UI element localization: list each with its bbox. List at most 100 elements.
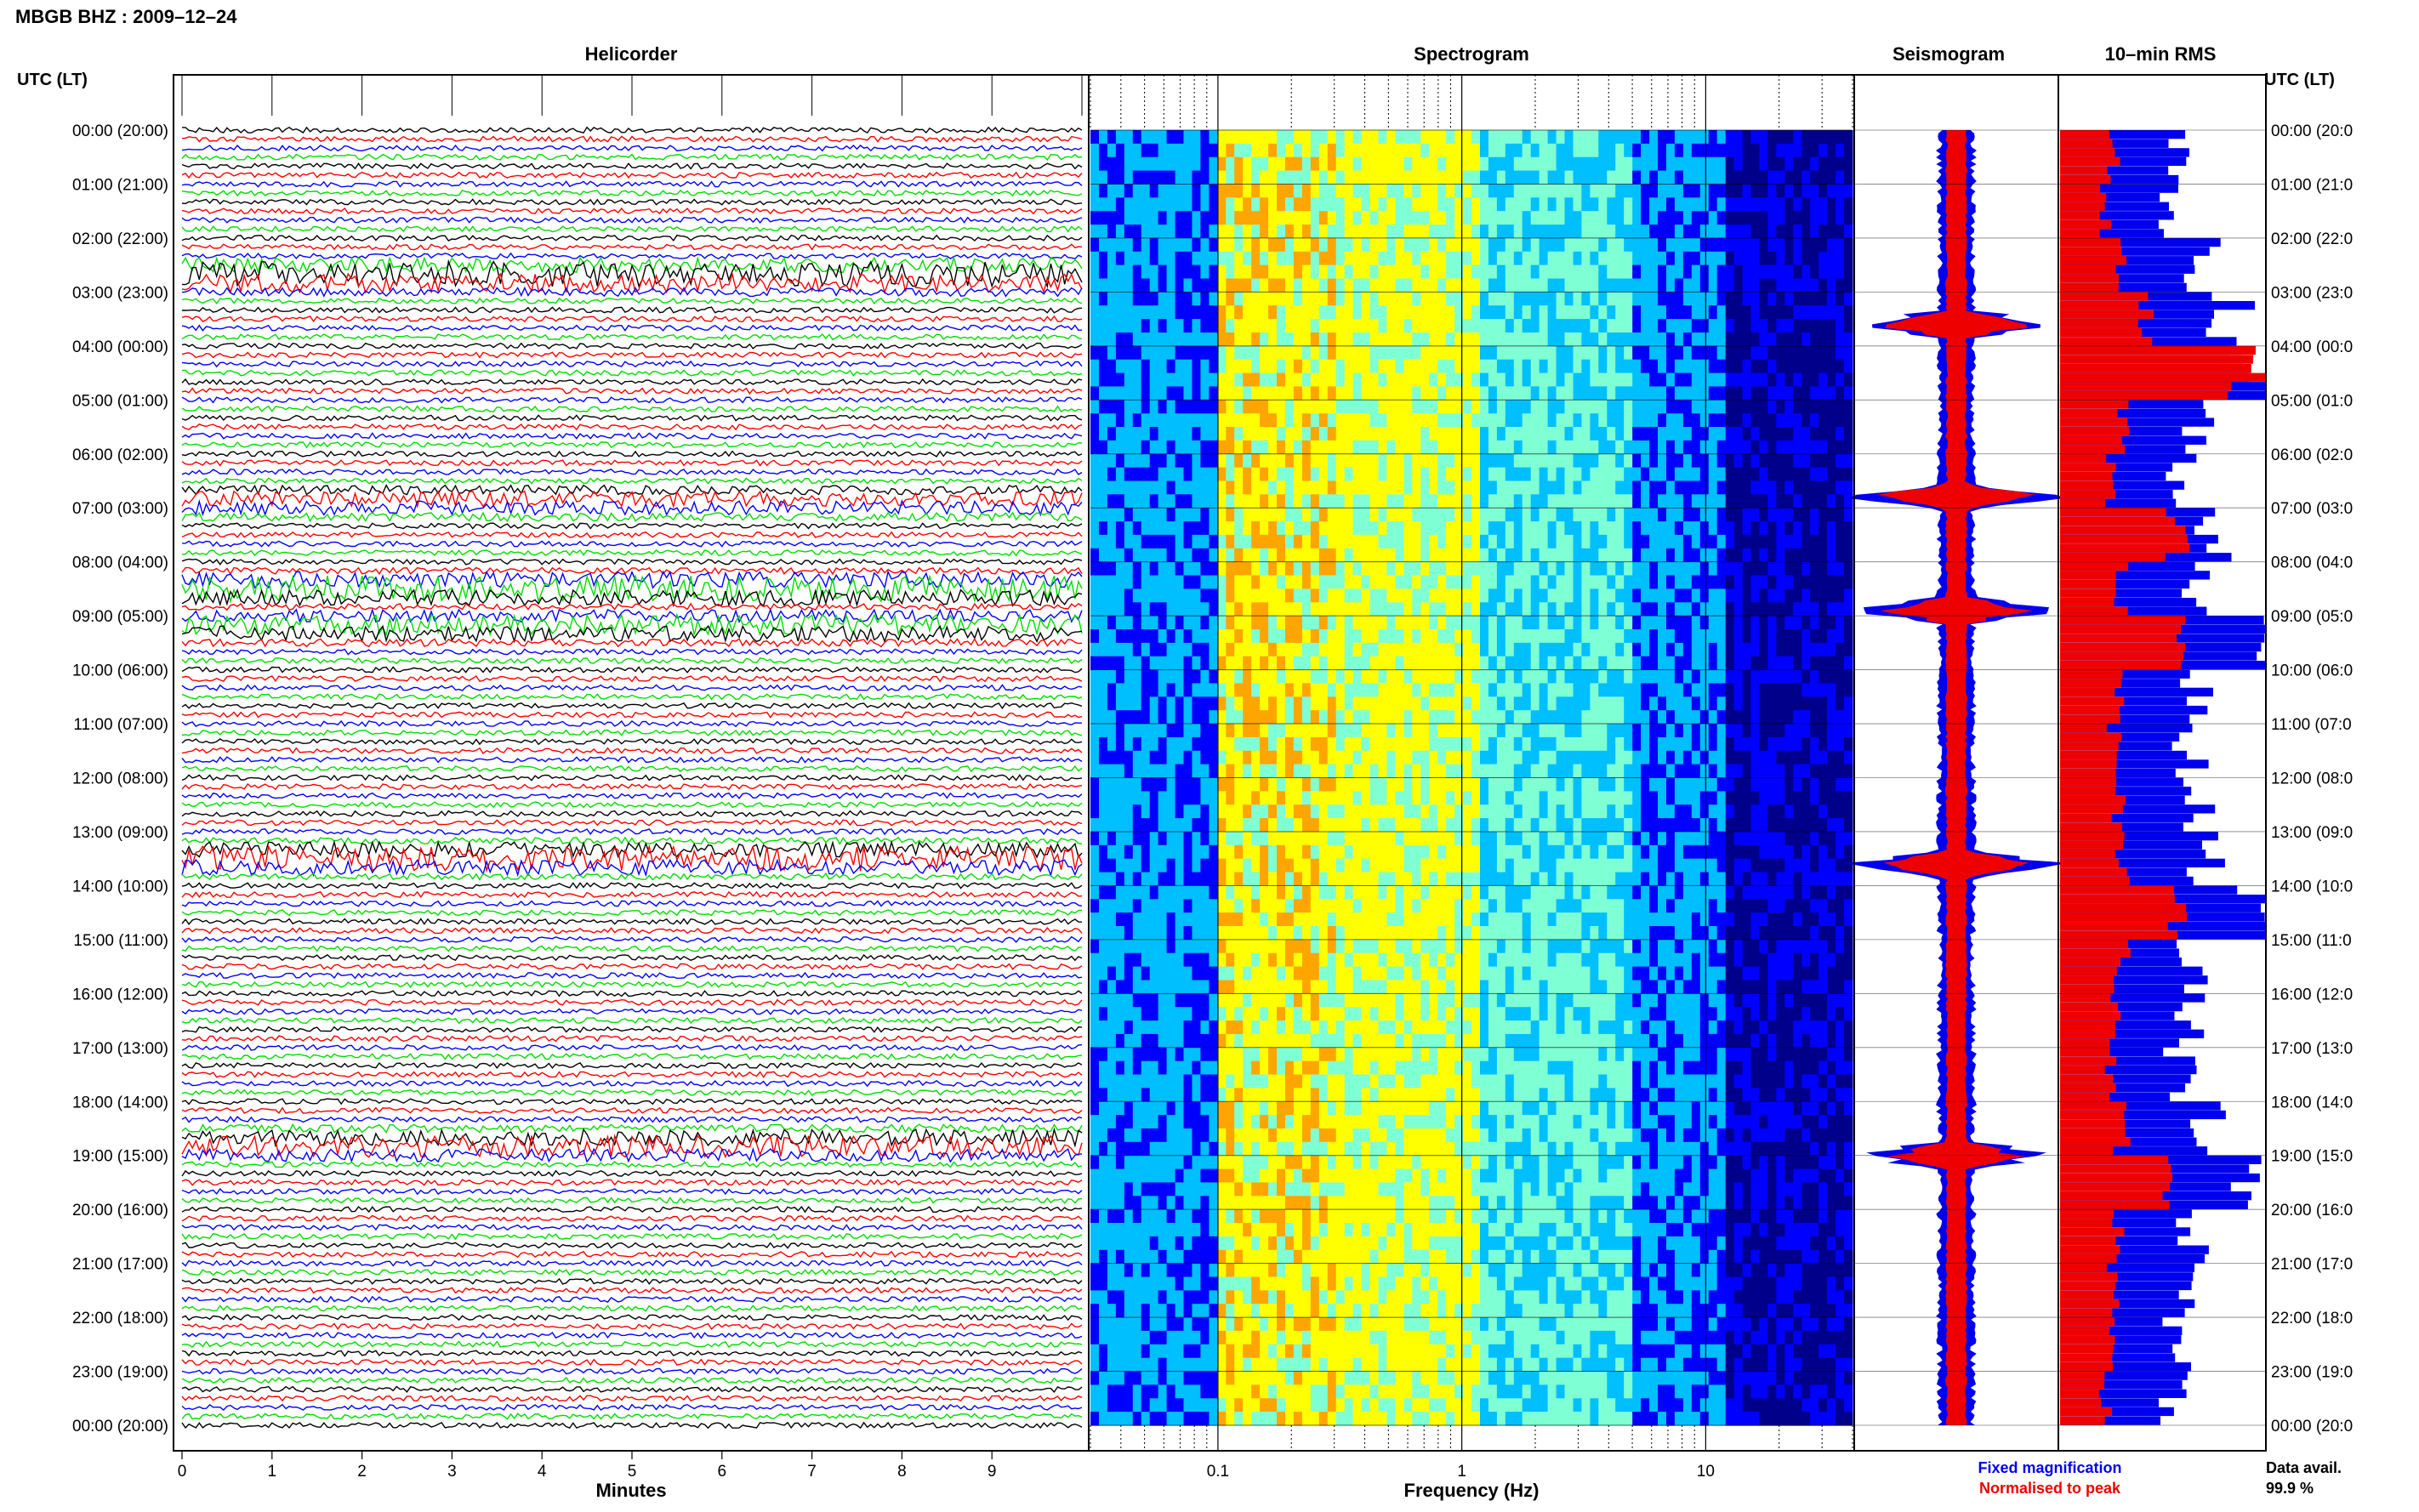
spectrogram-cell bbox=[1099, 372, 1108, 388]
spectrogram-cell bbox=[1844, 642, 1853, 657]
spectrogram-cell bbox=[1318, 844, 1329, 860]
spectrogram-cell bbox=[1556, 616, 1566, 630]
spectrogram-cell bbox=[1488, 844, 1498, 860]
spectrogram-cell bbox=[1793, 427, 1802, 441]
spectrogram-cell bbox=[1624, 575, 1633, 589]
helicorder-trace bbox=[181, 243, 1083, 251]
spectrogram-cell bbox=[1361, 777, 1371, 792]
spectrogram-cell bbox=[1682, 467, 1693, 482]
spectrogram-cell bbox=[1268, 791, 1278, 805]
helicorder-trace bbox=[181, 792, 1083, 799]
spectrogram-cell bbox=[1641, 197, 1650, 212]
spectrogram-cell bbox=[1234, 400, 1244, 414]
spectrogram-cell bbox=[1674, 494, 1684, 509]
spectrogram-cell bbox=[1395, 534, 1404, 549]
spectrogram-cell bbox=[1776, 130, 1785, 145]
spectrogram-cell bbox=[1192, 170, 1202, 185]
spectrogram-cell bbox=[1699, 440, 1710, 455]
spectrogram-cell bbox=[1183, 494, 1193, 509]
spectrogram-cell bbox=[1243, 710, 1252, 725]
spectrogram-cell bbox=[1708, 818, 1718, 833]
spectrogram-cell bbox=[1454, 642, 1464, 657]
spectrogram-cell bbox=[1581, 359, 1591, 374]
spectrogram-cell bbox=[1522, 453, 1532, 469]
spectrogram-cell bbox=[1369, 345, 1380, 361]
spectrogram-cell bbox=[1243, 427, 1252, 441]
spectrogram-cell bbox=[1361, 197, 1371, 212]
spectrogram-cell bbox=[1412, 561, 1421, 577]
spectrogram-cell bbox=[1564, 561, 1574, 577]
spectrogram-cell bbox=[1361, 696, 1371, 711]
spectrogram-cell bbox=[1115, 292, 1125, 306]
spectrogram-cell bbox=[1285, 750, 1295, 765]
spectrogram-cell bbox=[1378, 818, 1388, 833]
spectrogram-cell bbox=[1513, 264, 1523, 280]
spectrogram-cell bbox=[1310, 804, 1320, 819]
spectrogram-cell bbox=[1750, 764, 1761, 779]
spectrogram-cell bbox=[1682, 669, 1693, 685]
spectrogram-cell bbox=[1836, 292, 1845, 306]
spectrogram-cell bbox=[1200, 278, 1210, 293]
spectrogram-cell bbox=[1107, 588, 1117, 603]
spectrogram-cell bbox=[1522, 669, 1532, 685]
spectrogram-cell bbox=[1471, 197, 1481, 212]
spectrogram-cell bbox=[1573, 534, 1583, 549]
spectrogram-cell bbox=[1183, 292, 1193, 306]
spectrogram-cell bbox=[1310, 237, 1320, 253]
spectrogram-cell bbox=[1166, 170, 1176, 185]
spectrogram-cell bbox=[1293, 237, 1303, 253]
seismogram-title: Seismogram bbox=[1893, 43, 2005, 65]
spectrogram-cell bbox=[1352, 588, 1363, 603]
spectrogram-cell bbox=[1344, 184, 1354, 198]
spectrogram-cell bbox=[1344, 669, 1354, 685]
spectrogram-cell bbox=[1522, 467, 1532, 482]
spectrogram-cell bbox=[1463, 156, 1472, 172]
spectrogram-cell bbox=[1209, 225, 1218, 239]
spectrogram-cell bbox=[1827, 494, 1836, 509]
spectrogram-cell bbox=[1310, 292, 1320, 306]
spectrogram-cell bbox=[1522, 400, 1532, 414]
spectrogram-cell bbox=[1505, 844, 1515, 860]
spectrogram-cell bbox=[1463, 494, 1472, 509]
spectrogram-cell bbox=[1200, 480, 1210, 495]
spectrogram-cell bbox=[1395, 278, 1404, 293]
spectrogram-cell bbox=[1420, 440, 1430, 455]
spectrogram-cell bbox=[1827, 237, 1836, 253]
spectrogram-cell bbox=[1183, 548, 1193, 563]
spectrogram-cell bbox=[1716, 292, 1727, 306]
spectrogram-cell bbox=[1598, 292, 1608, 306]
spectrogram-cell bbox=[1352, 305, 1363, 320]
spectrogram-cell bbox=[1716, 818, 1727, 833]
spectrogram-cell bbox=[1674, 427, 1684, 441]
spectrogram-cell bbox=[1759, 264, 1769, 280]
spectrogram-cell bbox=[1827, 225, 1836, 239]
spectrogram-cell bbox=[1115, 710, 1125, 725]
spectrogram-cell bbox=[1725, 683, 1735, 697]
spectrogram-cell bbox=[1403, 427, 1413, 441]
spectrogram-cell bbox=[1243, 278, 1252, 293]
spectrogram-cell bbox=[1590, 467, 1599, 482]
spectrogram-cell bbox=[1742, 413, 1752, 428]
spectrogram-cell bbox=[1301, 467, 1312, 482]
helicorder-trace bbox=[181, 1224, 1083, 1231]
spectrogram-cell bbox=[1158, 453, 1168, 469]
spectrogram-cell bbox=[1209, 237, 1218, 253]
spectrogram-cell bbox=[1301, 521, 1312, 536]
spectrogram-cell bbox=[1335, 319, 1346, 333]
spectrogram-cell bbox=[1251, 400, 1261, 414]
spectrogram-cell bbox=[1403, 750, 1413, 765]
spectrogram-cell bbox=[1378, 521, 1388, 536]
spectrogram-cell bbox=[1318, 669, 1329, 685]
spectrogram-cell bbox=[1395, 345, 1404, 361]
spectrogram-cell bbox=[1810, 251, 1819, 266]
spectrogram-cell bbox=[1836, 534, 1845, 549]
spectrogram-cell bbox=[1539, 359, 1549, 374]
spectrogram-cell bbox=[1132, 413, 1142, 428]
spectrogram-cell bbox=[1505, 642, 1515, 657]
spectrogram-cell bbox=[1844, 427, 1853, 441]
spectrogram-cell bbox=[1090, 372, 1100, 388]
helicorder-trace bbox=[181, 1169, 1083, 1178]
spectrogram-cell bbox=[1581, 345, 1591, 361]
spectrogram-cell bbox=[1615, 791, 1625, 805]
spectrogram-cell bbox=[1793, 629, 1802, 644]
